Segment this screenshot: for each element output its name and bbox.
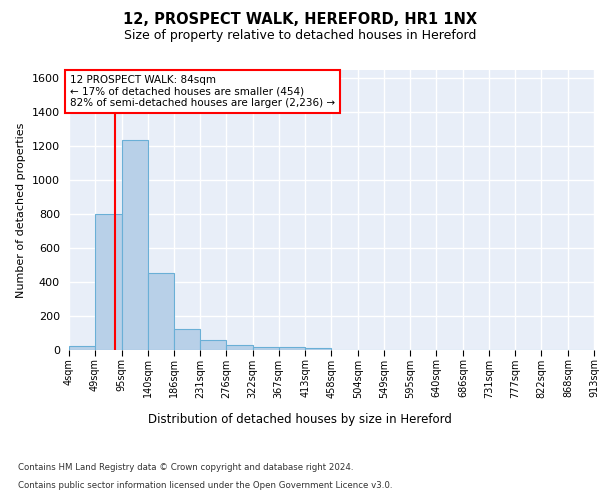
Bar (305, 348, 331, 350)
Text: Contains public sector information licensed under the Open Government Licence v3: Contains public sector information licen… (18, 481, 392, 490)
Text: 12 PROSPECT WALK: 84sqm
← 17% of detached houses are smaller (454)
82% of semi-d: 12 PROSPECT WALK: 84sqm ← 17% of detache… (70, 75, 335, 108)
Bar (226, 345, 253, 350)
Text: Contains HM Land Registry data © Crown copyright and database right 2024.: Contains HM Land Registry data © Crown c… (18, 464, 353, 472)
Bar (69, 346, 95, 350)
Bar (122, 140, 148, 350)
Text: 12, PROSPECT WALK, HEREFORD, HR1 1NX: 12, PROSPECT WALK, HEREFORD, HR1 1NX (123, 12, 477, 28)
Bar (174, 329, 200, 350)
Y-axis label: Number of detached properties: Number of detached properties (16, 122, 26, 298)
Text: Distribution of detached houses by size in Hereford: Distribution of detached houses by size … (148, 412, 452, 426)
Bar (278, 347, 305, 350)
Bar (148, 273, 174, 350)
Bar (253, 347, 278, 350)
Bar (95, 214, 122, 350)
Text: Size of property relative to detached houses in Hereford: Size of property relative to detached ho… (124, 29, 476, 42)
Bar (200, 340, 226, 350)
